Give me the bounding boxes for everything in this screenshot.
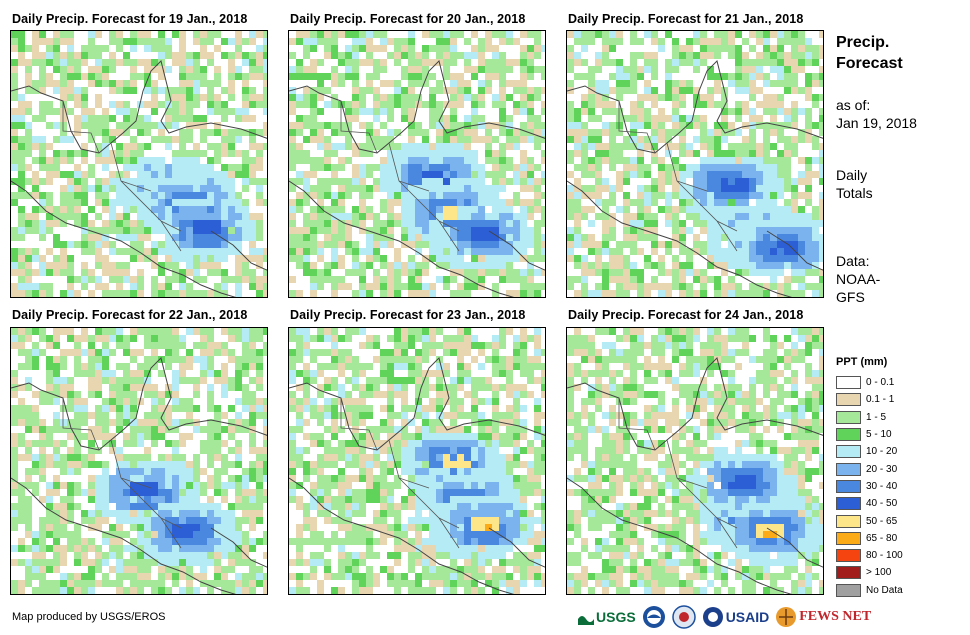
map-panel-5 — [288, 327, 546, 595]
fews-globe-icon — [776, 607, 797, 627]
data-line-1: Data: — [836, 253, 870, 269]
legend-item: 0.1 - 1 — [836, 391, 903, 408]
legend: 0 - 0.1 0.1 - 1 1 - 5 5 - 10 10 - 20 20 - 30 3… — [836, 374, 903, 599]
noaa-emblem-icon — [642, 606, 665, 628]
map-panel-1 — [10, 30, 268, 298]
legend-swatch — [836, 583, 861, 597]
panel-title-4: Daily Precip. Forecast for 22 Jan., 2018 — [12, 308, 248, 322]
heading-line-2: Forecast — [836, 55, 903, 72]
legend-label: 50 - 65 — [866, 515, 898, 527]
map-panel-4 — [10, 327, 268, 595]
totals-line-1: Daily — [836, 167, 868, 183]
legend-label: 5 - 10 — [866, 429, 892, 441]
precip-map-5 — [289, 328, 545, 594]
legend-swatch — [836, 445, 861, 459]
legend-item: > 100 — [836, 564, 903, 581]
legend-label: 10 - 20 — [866, 446, 898, 458]
legend-label: > 100 — [866, 567, 892, 579]
usgs-logo-text: USGS — [596, 609, 636, 625]
legend-swatch — [836, 514, 861, 528]
legend-label: 30 - 40 — [866, 480, 898, 492]
legend-item: 40 - 50 — [836, 495, 903, 512]
legend-label: No Data — [866, 584, 903, 596]
legend-item: 80 - 100 — [836, 547, 903, 564]
legend-label: 0.1 - 1 — [866, 394, 895, 406]
legend-label: 1 - 5 — [866, 411, 887, 423]
panel-title-2: Daily Precip. Forecast for 20 Jan., 2018 — [290, 12, 526, 26]
totals-block: Daily Totals — [836, 166, 873, 202]
legend-swatch — [836, 566, 861, 580]
side-heading: Precip. Forecast — [836, 32, 903, 74]
legend-label: 20 - 30 — [866, 463, 898, 475]
panel-title-1: Daily Precip. Forecast for 19 Jan., 2018 — [12, 12, 248, 26]
legend-item: 65 - 80 — [836, 530, 903, 547]
legend-swatch — [836, 479, 861, 493]
legend-item: 1 - 5 — [836, 409, 903, 426]
totals-line-2: Totals — [836, 185, 873, 201]
legend-swatch — [836, 549, 861, 563]
precip-map-6 — [567, 328, 823, 594]
data-line-3: GFS — [836, 289, 865, 305]
map-panel-6 — [566, 327, 824, 595]
legend-label: 0 - 0.1 — [866, 377, 895, 389]
legend-swatch — [836, 376, 861, 390]
logo-strip: USGS USAID FEWS NET — [578, 602, 871, 632]
usaid-logo: USAID — [702, 606, 770, 628]
panel-title-3: Daily Precip. Forecast for 21 Jan., 2018 — [568, 12, 804, 26]
legend-item: 0 - 0.1 — [836, 374, 903, 391]
legend-label: 65 - 80 — [866, 532, 898, 544]
legend-item: 10 - 20 — [836, 443, 903, 460]
panel-title-5: Daily Precip. Forecast for 23 Jan., 2018 — [290, 308, 526, 322]
fews-logo-text: FEWS NET — [799, 609, 872, 624]
as-of-block: as of: Jan 19, 2018 — [836, 96, 917, 132]
legend-swatch — [836, 410, 861, 424]
legend-item: 30 - 40 — [836, 478, 903, 495]
usaid-seal-icon — [702, 607, 723, 627]
legend-item: 50 - 65 — [836, 512, 903, 529]
legend-swatch — [836, 393, 861, 407]
legend-item: No Data — [836, 582, 903, 599]
map-panel-2 — [288, 30, 546, 298]
legend-label: 80 - 100 — [866, 550, 903, 562]
nws-emblem-icon — [671, 605, 696, 629]
precip-map-3 — [567, 31, 823, 297]
precip-map-1 — [11, 31, 267, 297]
panel-title-6: Daily Precip. Forecast for 24 Jan., 2018 — [568, 308, 804, 322]
usaid-logo-text: USAID — [725, 609, 770, 625]
legend-title: PPT (mm) — [836, 356, 888, 368]
usgs-wave-icon — [578, 616, 594, 625]
legend-swatch — [836, 531, 861, 545]
data-source-block: Data: NOAA- GFS — [836, 252, 880, 306]
heading-line-1: Precip. — [836, 34, 890, 51]
precip-map-4 — [11, 328, 267, 594]
fews-logo: FEWS NET — [775, 606, 871, 628]
legend-swatch — [836, 428, 861, 442]
map-panel-3 — [566, 30, 824, 298]
legend-label: 40 - 50 — [866, 498, 898, 510]
usgs-logo: USGS — [578, 609, 636, 625]
data-line-2: NOAA- — [836, 271, 881, 287]
as-of-date: Jan 19, 2018 — [836, 115, 917, 131]
legend-item: 20 - 30 — [836, 460, 903, 477]
precip-map-2 — [289, 31, 545, 297]
legend-item: 5 - 10 — [836, 426, 903, 443]
legend-swatch — [836, 497, 861, 511]
legend-swatch — [836, 462, 861, 476]
map-credit: Map produced by USGS/EROS — [12, 611, 166, 623]
as-of-label: as of: — [836, 97, 871, 113]
